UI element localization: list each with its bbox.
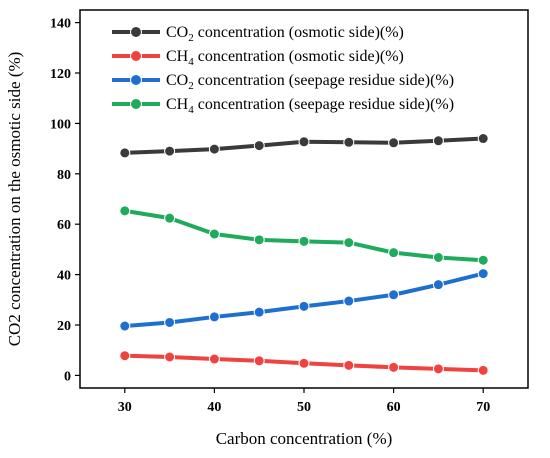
legend-item: CH4 concentration (seepage residue side)… [112, 96, 454, 116]
x-tick-label: 60 [387, 400, 401, 415]
data-point [208, 353, 220, 365]
series-1 [119, 133, 489, 159]
legend-label: CH4 concentration (osmotic side)(%) [166, 48, 404, 68]
data-point [119, 320, 131, 332]
axes-layer: 30 40 50 60 70 0 20 40 60 80 100 120 140 [50, 17, 490, 415]
y-tick-label: 120 [50, 67, 71, 82]
data-point [477, 133, 489, 145]
legend: CO2 concentration (osmotic side)(%) CH4 c… [112, 24, 454, 116]
y-tick-label: 80 [57, 168, 71, 183]
data-point [298, 136, 310, 148]
data-point [343, 295, 355, 307]
data-point [253, 140, 265, 152]
legend-item: CO2 concentration (osmotic side)(%) [112, 24, 404, 44]
legend-marker [130, 50, 142, 62]
series-4 [119, 205, 489, 266]
data-point [343, 237, 355, 249]
data-point [343, 136, 355, 148]
data-point [208, 143, 220, 155]
series-line [124, 271, 484, 329]
x-tick-label: 70 [476, 400, 490, 415]
data-point [253, 234, 265, 246]
series-line [124, 208, 484, 263]
data-point [432, 251, 444, 263]
y-tick-label: 60 [57, 218, 71, 233]
data-point [298, 300, 310, 312]
data-point [253, 306, 265, 318]
x-tick-label: 40 [207, 400, 221, 415]
y-tick-label: 100 [50, 117, 71, 132]
legend-marker [130, 74, 142, 86]
series-2 [119, 350, 489, 376]
y-tick-label: 0 [64, 369, 71, 384]
data-point [119, 350, 131, 362]
data-point [119, 205, 131, 217]
legend-item: CH4 concentration (osmotic side)(%) [112, 48, 404, 68]
legend-label: CO2 concentration (seepage residue side)… [166, 72, 454, 92]
data-point [208, 311, 220, 323]
data-point [119, 147, 131, 159]
data-point [388, 247, 400, 259]
x-tick-label: 30 [118, 400, 132, 415]
legend-label: CH4 concentration (seepage residue side)… [166, 96, 454, 116]
data-point [298, 357, 310, 369]
data-point [208, 228, 220, 240]
data-point [253, 355, 265, 367]
legend-marker [130, 26, 142, 38]
data-point [477, 364, 489, 376]
data-point [343, 359, 355, 371]
data-point [388, 289, 400, 301]
x-tick-label: 50 [297, 400, 311, 415]
series-3 [119, 268, 489, 332]
x-axis-title: Carbon concentration (%) [216, 429, 393, 448]
data-point [164, 351, 176, 363]
data-point [388, 137, 400, 149]
plot-frame [79, 9, 529, 389]
data-point [298, 235, 310, 247]
data-point [388, 361, 400, 373]
data-point [477, 254, 489, 266]
data-point [432, 135, 444, 147]
y-tick-label: 20 [57, 319, 71, 334]
data-point [432, 279, 444, 291]
y-axis-title: CO2 concentration on the osmotic side (%… [5, 52, 24, 347]
data-point [164, 316, 176, 328]
y-tick-label: 140 [50, 17, 71, 32]
legend-label: CO2 concentration (osmotic side)(%) [166, 24, 404, 44]
series-layer [119, 133, 489, 376]
y-tick-label: 40 [57, 269, 71, 284]
data-point [477, 268, 489, 280]
legend-marker [130, 98, 142, 110]
data-point [164, 145, 176, 157]
legend-item: CO2 concentration (seepage residue side)… [112, 72, 454, 92]
data-point [432, 363, 444, 375]
data-point [164, 212, 176, 224]
